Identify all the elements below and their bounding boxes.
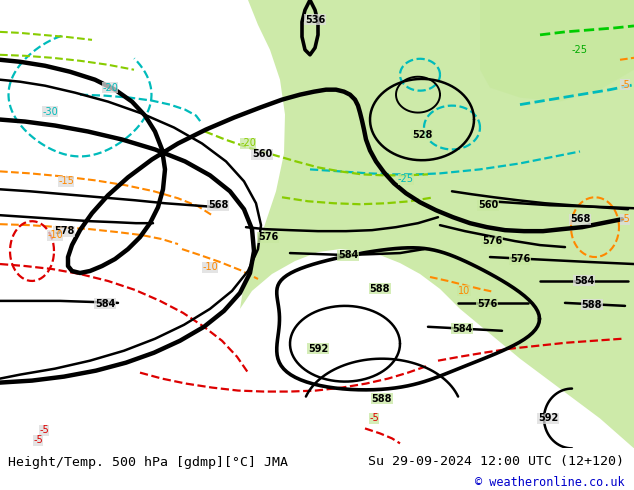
Text: 584: 584 — [574, 276, 594, 286]
Text: 560: 560 — [478, 200, 498, 210]
Text: 536: 536 — [305, 15, 325, 25]
Text: 592: 592 — [538, 414, 558, 423]
Text: 528: 528 — [412, 129, 432, 140]
Text: 588: 588 — [370, 284, 391, 294]
Text: -25: -25 — [398, 174, 414, 184]
Text: Height/Temp. 500 hPa [gdmp][°C] JMA: Height/Temp. 500 hPa [gdmp][°C] JMA — [8, 456, 288, 469]
Text: 10: 10 — [458, 286, 470, 296]
Text: -5: -5 — [33, 436, 43, 445]
Text: 568: 568 — [208, 200, 228, 210]
Polygon shape — [240, 0, 634, 448]
Text: © weatheronline.co.uk: © weatheronline.co.uk — [475, 476, 624, 489]
Text: Su 29-09-2024 12:00 UTC (12+120): Su 29-09-2024 12:00 UTC (12+120) — [368, 455, 624, 468]
Text: 576: 576 — [482, 236, 502, 246]
Text: 588: 588 — [582, 300, 602, 310]
Text: 584: 584 — [452, 324, 472, 334]
Text: -25: -25 — [572, 45, 588, 55]
Text: 578: 578 — [54, 226, 74, 236]
Text: -10: -10 — [47, 230, 63, 240]
Text: -5: -5 — [39, 425, 49, 436]
Text: -30: -30 — [42, 107, 58, 117]
Text: 576: 576 — [477, 299, 497, 309]
Text: 584: 584 — [95, 299, 115, 309]
Text: -5: -5 — [369, 414, 379, 423]
Text: 560: 560 — [252, 149, 272, 159]
Text: 592: 592 — [308, 343, 328, 354]
Text: 584: 584 — [338, 250, 358, 260]
Text: 576: 576 — [258, 232, 278, 242]
Text: -15: -15 — [58, 176, 74, 186]
Text: 576: 576 — [510, 254, 530, 264]
Text: 588: 588 — [372, 393, 392, 404]
Text: 568: 568 — [570, 214, 590, 224]
Text: -5: -5 — [620, 80, 630, 90]
Polygon shape — [480, 0, 634, 101]
Text: -20: -20 — [102, 83, 118, 93]
Text: -5: -5 — [620, 214, 630, 224]
Text: -10: -10 — [202, 262, 218, 272]
Text: -20: -20 — [240, 139, 256, 148]
